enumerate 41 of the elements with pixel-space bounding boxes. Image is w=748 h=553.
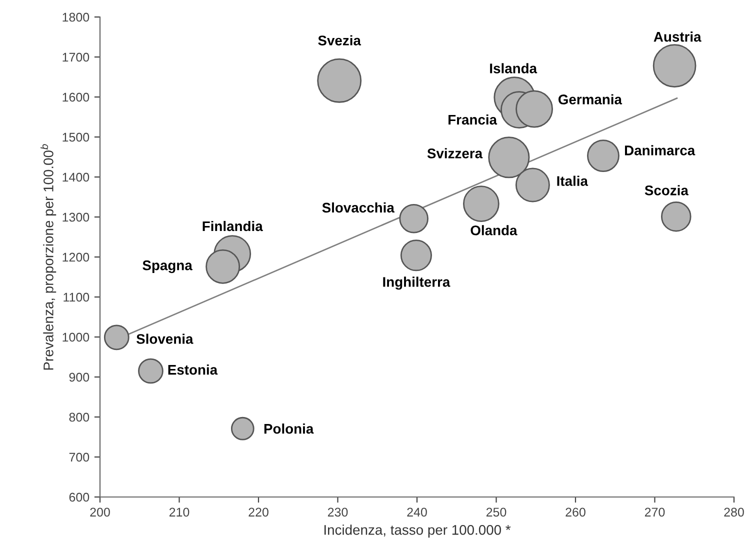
annotation: Austria — [654, 32, 702, 42]
annotation: Italia — [557, 176, 588, 186]
y-tick-label: 1700 — [62, 52, 90, 62]
x-tick-label: 210 — [169, 508, 190, 517]
y-tick-label: 1600 — [62, 92, 90, 102]
annotation: Polonia — [264, 424, 314, 434]
annotation: Svezia — [318, 35, 362, 46]
annotation: Estonia — [168, 364, 218, 375]
x-tick-label: 280 — [724, 508, 744, 517]
y-tick-label: 1400 — [62, 172, 90, 182]
y-tick-label: 1300 — [62, 212, 90, 222]
y-tick-label: 900 — [69, 372, 90, 382]
y-tick-label: 1000 — [62, 332, 90, 342]
annotation: Danimarca — [625, 145, 696, 156]
annotation: Inghilterra — [383, 276, 450, 290]
annotation: Germania — [558, 94, 622, 104]
annotation: Olanda — [470, 225, 518, 236]
x-tick-label: 240 — [407, 508, 427, 517]
x-tick-label: 200 — [90, 508, 110, 517]
annotation: Svizzera — [427, 148, 483, 158]
x-tick-label: 250 — [486, 508, 506, 517]
annotation: Slovacchia — [322, 202, 394, 213]
y-tick-label: 1500 — [62, 132, 90, 142]
x-tick-label: 260 — [566, 508, 586, 517]
annotation: Scozia — [644, 185, 689, 196]
y-tick-label: 800 — [69, 412, 90, 422]
annotation: Slovenia — [136, 334, 194, 344]
x-tick-label: 220 — [248, 508, 268, 517]
annotation: Spagna — [142, 260, 192, 274]
x-tick-label: 270 — [644, 508, 665, 517]
annotation: Finlandia — [202, 220, 263, 232]
y-tick-label: 700 — [69, 452, 90, 462]
y-axis-title: Prevalenza, proporzione per 100.00$^{b}$ — [40, 144, 56, 370]
annotation: Islanda — [490, 63, 538, 74]
y-tick-label: 1800 — [62, 12, 90, 22]
annotation: Francia — [448, 114, 498, 125]
y-tick-label: 600 — [69, 492, 90, 502]
x-tick-label: 230 — [328, 508, 348, 517]
y-tick-label: 1200 — [62, 252, 90, 262]
y-tick-label: 1100 — [64, 292, 90, 302]
x-axis-title: Incidenza, tasso per 100.000 * — [324, 524, 511, 538]
